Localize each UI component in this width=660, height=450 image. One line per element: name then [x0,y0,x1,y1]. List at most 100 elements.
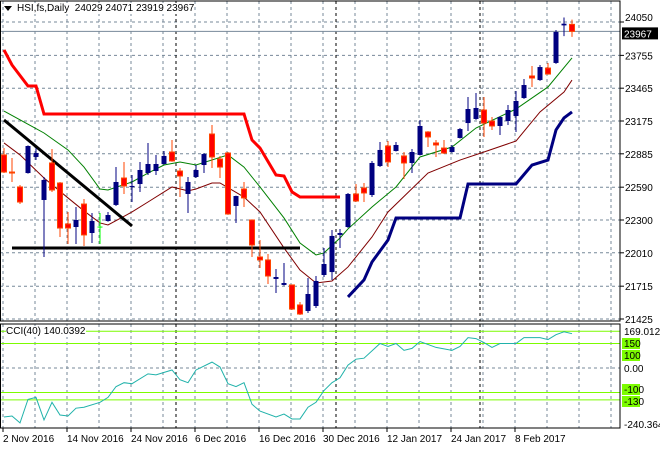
y-tick-label: 22010 [625,249,653,260]
candle [273,268,279,293]
candle-body [193,169,199,178]
candle [337,228,343,248]
candle [73,206,79,244]
candle [169,140,175,162]
chart-header: HSI,fs,Daily 24029 24071 23919 23967 [4,3,195,14]
candle [313,276,319,309]
candle-body [25,146,31,174]
candle-body [273,277,279,279]
candle-body [289,284,295,310]
current-price-box [622,27,658,40]
candle [57,181,63,237]
cci-y-label: 100 [624,351,641,362]
ohlc-readout: 24029 24071 23919 23967 [74,3,195,14]
candle [489,117,495,130]
candle-body [161,155,167,164]
candle [401,152,407,180]
candle [329,229,335,280]
candle [361,183,367,203]
candle [137,161,143,192]
x-tick-label: 16 Dec 2016 [259,434,316,445]
candle-body [457,129,463,138]
candle [249,219,255,257]
candle-body [329,235,335,273]
x-tick-label: 12 Jan 2017 [387,434,442,445]
candle [233,195,239,223]
y-tick-label: 23175 [625,117,653,128]
candle-body [521,85,527,99]
candle [513,91,519,132]
x-tick-label: 2 Nov 2016 [3,434,55,445]
candle-body [57,182,63,229]
candle [33,148,39,161]
candle-body [257,256,263,261]
candle [201,153,207,174]
cci-pane-frame [0,323,621,429]
candle-body [73,220,79,228]
candle-body [17,186,23,203]
candle [153,154,159,175]
cci-level-badge [622,338,640,349]
candle-body [49,162,55,191]
x-tick-label: 6 Dec 2016 [195,434,247,445]
candle-body [105,215,111,222]
candle-body [249,219,255,246]
candle [81,198,87,247]
candle [433,140,439,157]
candle [497,116,503,136]
candle-body [305,293,311,311]
cci-y-label: 0.00 [624,364,644,375]
cci-level-badge [622,396,640,407]
candle-body [113,181,119,205]
candle [265,253,271,285]
y-tick-label: 24050 [625,13,653,24]
y-tick-label: 23465 [625,84,653,95]
x-tick-label: 30 Dec 2016 [323,434,380,445]
candle [281,262,287,286]
candle-body [169,151,175,162]
collapse-triangle-icon[interactable] [4,5,12,11]
candle [465,97,471,131]
candle-body [153,163,159,172]
candle [561,17,567,37]
cci-y-label: -130 [624,397,644,408]
candle-body [145,163,151,174]
candle [521,79,527,99]
candle-body [465,109,471,124]
candle [441,140,447,155]
candle [553,30,559,64]
candle [161,150,167,165]
candle [241,181,247,207]
candle-body [41,179,47,200]
trendline [3,118,133,228]
candle [89,212,95,243]
current-price-label: 23967 [624,29,652,40]
candle-body [241,188,247,199]
candle-body [353,193,359,202]
candle-body [129,185,135,187]
y-tick-label: 22300 [625,216,653,227]
y-tick-label: 22885 [625,150,653,161]
cci-line [3,331,573,424]
cci-level-badge [622,350,640,361]
x-tick-label: 24 Jan 2017 [451,434,506,445]
slow-moving-average-line [3,79,573,284]
candle [177,167,183,198]
candle-body [65,223,71,229]
candle-body [297,304,303,315]
candle-body [337,233,343,235]
candle-body [433,142,439,146]
candle [105,211,111,222]
candle-body [1,154,7,173]
cci-y-label: -100 [624,385,644,396]
candle-body [121,177,127,187]
candle [385,141,391,168]
candle-body [417,125,423,155]
candle [9,157,15,182]
candle-body [97,226,103,228]
candle-body [473,107,479,119]
candle-body [313,280,319,306]
candle-body [9,171,15,174]
candle [417,119,423,156]
